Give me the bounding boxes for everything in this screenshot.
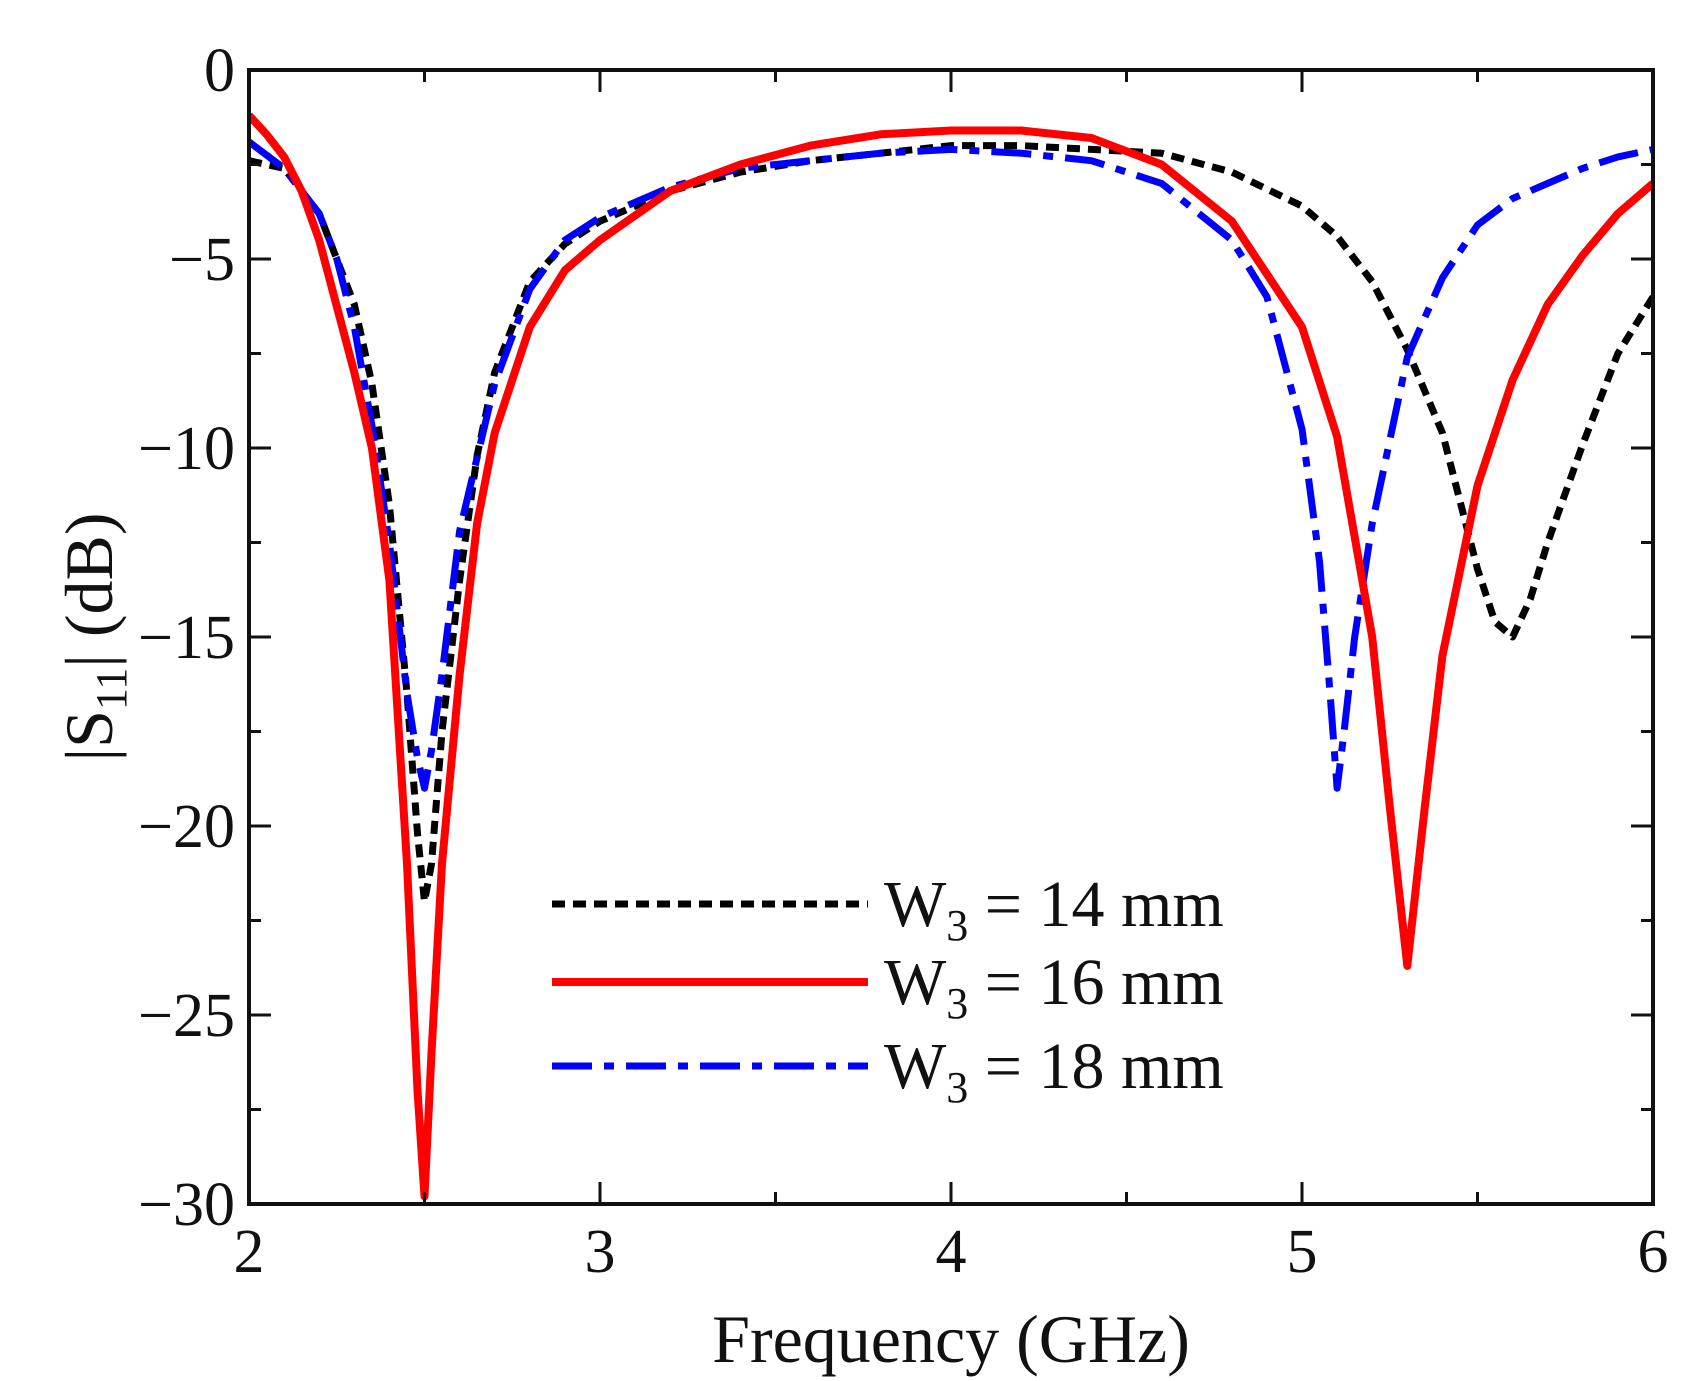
y-tick-label: 0 bbox=[204, 37, 235, 105]
y-tick-label: −5 bbox=[169, 226, 235, 294]
y-axis-title-tail: | (dB) bbox=[51, 512, 127, 667]
series-layer bbox=[249, 112, 1653, 1201]
legend: W3 = 14 mm W3 = 16 mm W3 = 18 mm bbox=[552, 868, 1224, 1112]
x-axis-title: Frequency (GHz) bbox=[712, 1301, 1190, 1377]
series-line-0 bbox=[249, 142, 1653, 906]
y-axis-title-main: |S bbox=[51, 710, 127, 761]
y-tick-label: −30 bbox=[138, 1171, 235, 1239]
x-tick-label: 5 bbox=[1287, 1218, 1318, 1286]
legend-label-2: W3 = 18 mm bbox=[884, 1030, 1224, 1112]
series-line-2 bbox=[249, 139, 1653, 792]
legend-label-1: W3 = 16 mm bbox=[884, 946, 1224, 1028]
y-tick-label: −25 bbox=[138, 982, 235, 1050]
y-axis-title: |S11| (dB) bbox=[51, 512, 136, 761]
y-axis-title-sub: 11 bbox=[87, 668, 136, 710]
y-tick-label: −10 bbox=[138, 415, 235, 483]
x-tick-label: 3 bbox=[585, 1218, 616, 1286]
x-tick-label: 2 bbox=[234, 1218, 265, 1286]
y-tick-label: −20 bbox=[138, 793, 235, 861]
legend-label-0: W3 = 14 mm bbox=[884, 868, 1224, 950]
x-tick-label: 6 bbox=[1638, 1218, 1669, 1286]
y-tick-label: −15 bbox=[138, 604, 235, 672]
tick-label-layer: 2 3 4 5 6 0 −5 −10 −15 −20 −25 −30 bbox=[138, 37, 1668, 1286]
tick-layer bbox=[247, 68, 1655, 1206]
x-tick-label: 4 bbox=[936, 1218, 967, 1286]
series-line-1 bbox=[249, 112, 1653, 1201]
